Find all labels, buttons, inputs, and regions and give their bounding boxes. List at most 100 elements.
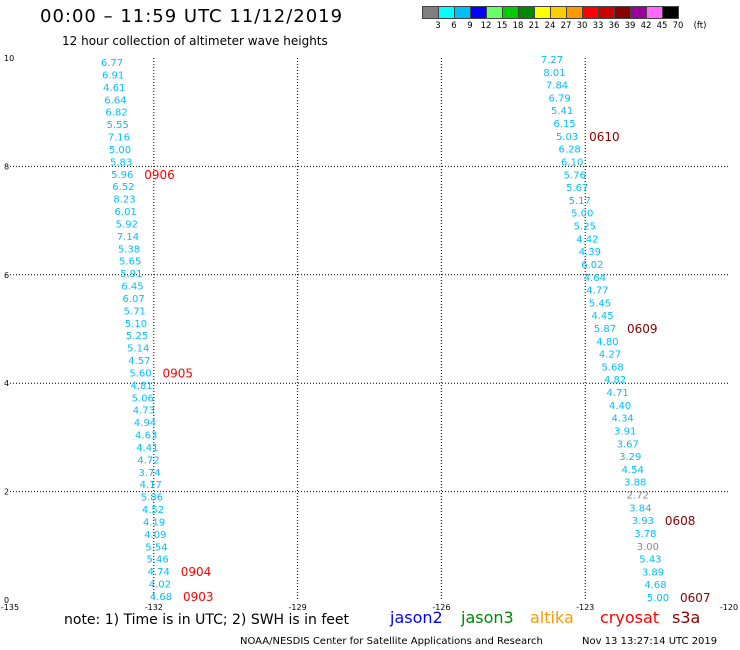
latitude-tick-label: 10 [4, 54, 14, 63]
wave-height-value: 4.68 [644, 580, 666, 591]
wave-height-value: 5.38 [118, 244, 140, 255]
wave-height-value: 3.89 [642, 567, 664, 578]
wave-height-value: 5.60 [129, 368, 151, 379]
satellite-name-jason2: jason2 [390, 608, 443, 627]
wave-height-value: 4.40 [609, 401, 631, 412]
pass-time-label: 0903 [183, 590, 214, 604]
wave-height-value: 4.61 [103, 83, 125, 94]
wave-height-value: 7.14 [117, 232, 139, 243]
wave-height-value: 6.91 [102, 70, 124, 81]
wave-height-value: 6.10 [561, 157, 583, 168]
wave-height-value: 7.84 [546, 81, 568, 92]
wave-height-value: 7.27 [541, 55, 563, 66]
wave-height-value: 4.82 [604, 375, 626, 386]
legend-label: 12 [480, 21, 492, 31]
pass-time-label: 0607 [680, 591, 711, 605]
wave-height-value: 6.77 [101, 58, 123, 69]
wave-height-value: 3.88 [624, 478, 646, 489]
longitude-tick-label: -132 [145, 603, 163, 612]
wave-height-value: 6.64 [104, 95, 126, 106]
wave-height-value: 5.10 [125, 319, 147, 330]
pass-time-label: 0904 [181, 565, 212, 579]
wave-height-value: 3.93 [632, 516, 654, 527]
legend-label: 15 [496, 21, 508, 31]
wave-height-value: 5.71 [124, 306, 146, 317]
map-frame [9, 57, 730, 601]
wave-height-value: 4.71 [606, 388, 628, 399]
pass-time-label: 0609 [627, 322, 658, 336]
wave-height-value: 6.15 [553, 119, 575, 130]
wave-height-value: 4.54 [622, 465, 644, 476]
wave-height-value: 4.39 [579, 247, 601, 258]
wave-height-value: 5.00 [571, 209, 593, 220]
wave-height-value: 4.68 [150, 592, 172, 603]
footer-note: note: 1) Time is in UTC; 2) SWH is in fe… [64, 612, 350, 628]
legend-label: 30 [576, 21, 588, 31]
map-axis-labels: -135 -132 -129 -126 -123 -120 0 2 4 6 8 10 [1, 54, 738, 612]
wave-height-value: 4.57 [128, 356, 150, 367]
wave-height-value: 5.00 [109, 145, 131, 156]
page-title: 00:00 – 11:59 UTC 11/12/2019 [40, 6, 344, 27]
legend-swatch [662, 6, 679, 19]
satellite-name-s3a: s3a [672, 608, 701, 627]
satellite-name-cryosat: cryosat [600, 608, 660, 627]
wave-height-value: 4.63 [135, 431, 157, 442]
satellite-name-jason3: jason3 [461, 608, 514, 627]
wave-height-value: 5.45 [589, 298, 611, 309]
wave-height-value: 3.91 [614, 426, 636, 437]
wave-height-value: 3.67 [617, 439, 639, 450]
pass-time-label: 0608 [665, 514, 696, 528]
longitude-tick-label: -129 [289, 603, 307, 612]
legend-label: 42 [640, 21, 652, 31]
wave-height-value: 8.01 [543, 68, 565, 79]
longitude-tick-label: -135 [1, 603, 19, 612]
wave-height-value: 5.00 [647, 593, 669, 604]
latitude-tick-label: 6 [4, 271, 9, 280]
legend-label: 24 [544, 21, 556, 31]
legend-labels: 3 6 9 12 15 18 21 24 27 30 33 36 39 42 45 70 (ft) [422, 19, 706, 33]
wave-height-value: 4.02 [149, 580, 171, 591]
wave-height-value: 5.25 [126, 331, 148, 342]
wave-height-value: 3.78 [634, 529, 656, 540]
wave-height-value: 4.42 [576, 234, 598, 245]
wave-height-value: 5.54 [145, 542, 167, 553]
latitude-tick-label: 2 [4, 488, 9, 497]
satellite-track: 7.27 8.01 7.846.79 5.41 6.15 5.03 6.286.10 5.76… [541, 55, 711, 605]
wave-height-value: 5.91 [120, 269, 142, 280]
wave-height-value: 3.84 [629, 503, 651, 514]
wave-height-value: 5.76 [564, 170, 586, 181]
wave-height-value: 4.19 [143, 517, 165, 528]
wave-height-value: 3.29 [619, 452, 641, 463]
wave-height-value: 4.80 [596, 337, 618, 348]
wave-height-value: 6.01 [115, 207, 137, 218]
wave-height-value: 4.09 [144, 530, 166, 541]
wave-height-value: 5.41 [551, 106, 573, 117]
wave-height-value: 6.82 [105, 108, 127, 119]
wave-height-value: 4.74 [148, 567, 170, 578]
wave-height-value: 5.55 [107, 120, 129, 131]
legend-label: 36 [608, 21, 620, 31]
wave-height-value: 5.14 [127, 344, 149, 355]
wave-height-value: 4.64 [584, 273, 606, 284]
wave-height-value: 4.73 [133, 406, 155, 417]
wave-height-value: 5.68 [601, 362, 623, 373]
wave-height-value: 6.28 [559, 145, 581, 156]
wave-height-value: 3.74 [138, 468, 160, 479]
wave-height-value: 4.17 [140, 480, 162, 491]
wave-height-value: 4.77 [586, 286, 608, 297]
wave-height-value: 5.46 [146, 555, 168, 566]
pass-time-label: 0906 [144, 168, 175, 182]
wave-height-value: 8.23 [113, 195, 135, 206]
wave-height-value: 4.52 [142, 505, 164, 516]
wave-height-value: 5.65 [119, 257, 141, 268]
wave-height-value: 6.45 [121, 282, 143, 293]
wave-height-value: 5.67 [566, 183, 588, 194]
wave-height-value: 4.34 [612, 414, 634, 425]
legend-unit: (ft) [693, 21, 707, 31]
longitude-tick-label: -126 [432, 603, 450, 612]
wave-height-value: 6.02 [581, 260, 603, 271]
wave-height-value: 5.17 [569, 196, 591, 207]
wave-height-value: 5.03 [556, 132, 578, 143]
wave-height-value: 3.00 [637, 542, 659, 553]
